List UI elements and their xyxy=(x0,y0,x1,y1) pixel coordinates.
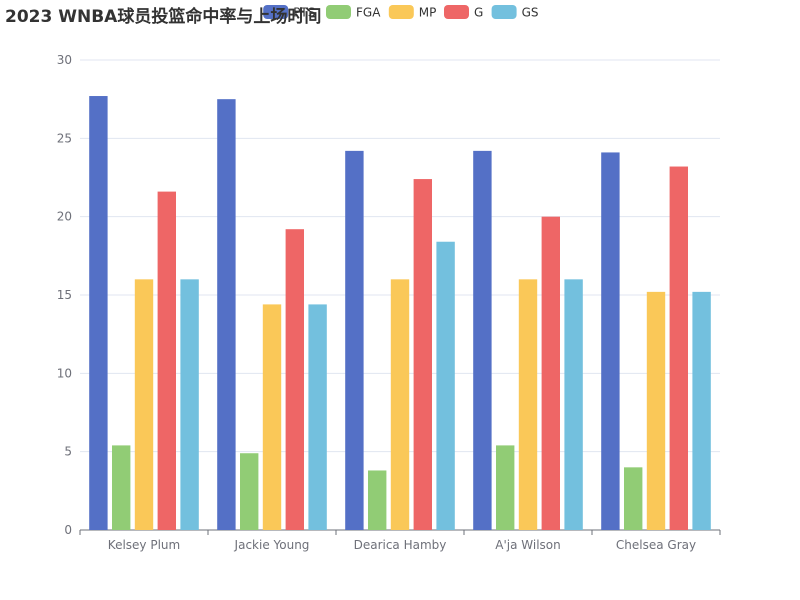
legend-swatch xyxy=(263,5,289,19)
axis-layer: 0 5 10 15 20 25 30 Kelsey Plum Jackie Young Deari… xyxy=(57,53,721,552)
bar-fga-3[interactable]: A'ja Wilson FGA: 5.4 xyxy=(496,445,515,530)
legend-item-mp[interactable]: MP xyxy=(388,5,437,20)
y-tick-label: 30 xyxy=(57,53,72,67)
x-tick-label: Dearica Hamby xyxy=(354,538,447,552)
legend-swatch xyxy=(388,5,414,19)
bar-g-0[interactable]: Kelsey Plum G: 21.6 xyxy=(157,191,176,530)
bar-mp-3[interactable]: A'ja Wilson MP: 16 xyxy=(518,279,538,530)
y-tick-label: 10 xyxy=(57,366,72,380)
y-tick-label: 0 xyxy=(64,523,72,537)
x-tick-label: Kelsey Plum xyxy=(108,538,180,552)
legend-item-pts[interactable]: PTS xyxy=(263,5,315,20)
bar-fga-2[interactable]: Dearica Hamby FGA: 3.8 xyxy=(368,470,387,530)
bar-pts-1[interactable]: Jackie Young PTS: 27.5 xyxy=(217,99,236,531)
legend-label: PTS xyxy=(293,6,315,20)
bar-g-4[interactable]: Chelsea Gray G: 23.2 xyxy=(669,166,688,531)
legend-label: G xyxy=(474,6,483,20)
x-tick-label: Jackie Young xyxy=(234,538,310,552)
legend-swatch xyxy=(491,5,517,19)
bar-gs-1[interactable]: Jackie Young GS: 14.4 xyxy=(308,304,327,530)
legend-label: MP xyxy=(419,6,437,20)
bar-fga-0[interactable]: Kelsey Plum FGA: 5.4 xyxy=(112,445,131,530)
y-tick-label: 25 xyxy=(57,131,72,145)
y-tick-label: 15 xyxy=(57,288,72,302)
bar-pts-4[interactable]: Chelsea Gray PTS: 24.1 xyxy=(601,152,620,530)
y-tick-label: 5 xyxy=(64,445,72,459)
bar-g-2[interactable]: Dearica Hamby G: 22.4 xyxy=(413,179,432,531)
bar-g-3[interactable]: A'ja Wilson G: 20 xyxy=(541,216,560,530)
bar-g-1[interactable]: Jackie Young G: 19.2 xyxy=(285,229,304,530)
legend-label: GS xyxy=(522,6,539,20)
bar-mp-1[interactable]: Jackie Young MP: 14.4 xyxy=(262,304,282,530)
y-tick-label: 20 xyxy=(57,210,72,224)
x-tick-label: A'ja Wilson xyxy=(495,538,560,552)
legend-item-g[interactable]: G xyxy=(444,5,483,20)
legend-item-gs[interactable]: GS xyxy=(491,5,539,20)
bar-gs-3[interactable]: A'ja Wilson GS: 16 xyxy=(564,279,583,530)
bar-gs-2[interactable]: Dearica Hamby GS: 18.4 xyxy=(436,241,455,530)
bar-pts-2[interactable]: Dearica Hamby PTS: 24.2 xyxy=(345,150,364,530)
legend-label: FGA xyxy=(356,6,381,20)
chart-title: 2023 WNBA球员投篮命中率与上场时间 xyxy=(5,6,321,27)
bar-mp-4[interactable]: Chelsea Gray MP: 15.2 xyxy=(646,291,666,530)
legend-item-fga[interactable]: FGA xyxy=(326,5,381,20)
bar-gs-0[interactable]: Kelsey Plum GS: 16 xyxy=(180,279,199,530)
bar-mp-2[interactable]: Dearica Hamby MP: 16 xyxy=(390,279,410,530)
bar-fga-4[interactable]: Chelsea Gray FGA: 4 xyxy=(624,467,643,530)
legend-swatch xyxy=(444,5,469,19)
x-tick-label: Chelsea Gray xyxy=(616,538,696,552)
legend[interactable]: PTS FGA MP G GS xyxy=(263,5,539,20)
bars-layer: Kelsey Plum PTS: 27.7 Jackie Young PTS: 2… xyxy=(89,96,711,531)
bar-fga-1[interactable]: Jackie Young FGA: 4.9 xyxy=(240,453,259,530)
bar-pts-3[interactable]: A'ja Wilson PTS: 24.2 xyxy=(473,150,492,530)
legend-swatch xyxy=(326,5,351,19)
bar-mp-0[interactable]: Kelsey Plum MP: 16 xyxy=(134,279,154,530)
bar-pts-0[interactable]: Kelsey Plum PTS: 27.7 xyxy=(89,96,108,531)
bar-gs-4[interactable]: Chelsea Gray GS: 15.2 xyxy=(692,291,711,530)
